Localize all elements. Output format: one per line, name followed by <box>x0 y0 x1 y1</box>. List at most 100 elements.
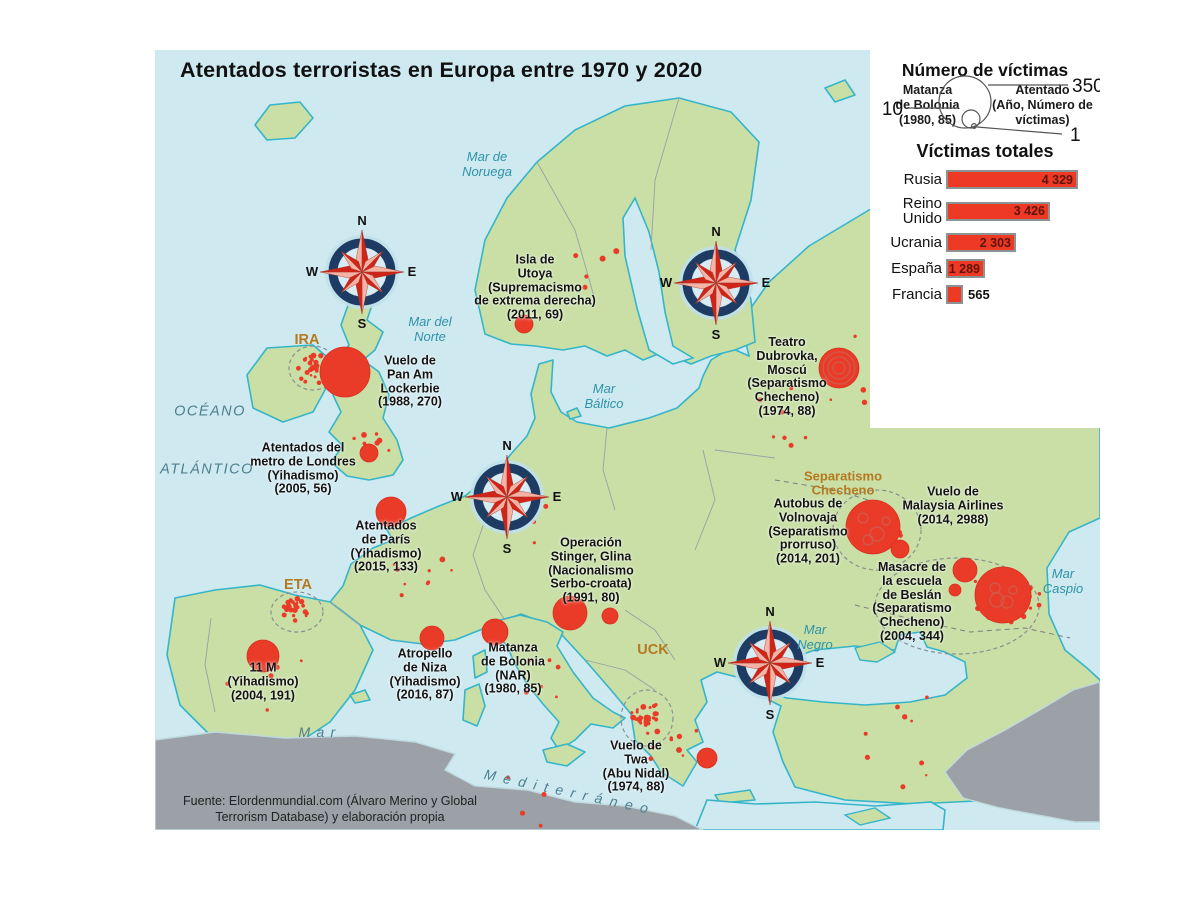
land-iceland <box>254 101 314 141</box>
attack-ring-autobus-volnovaja <box>881 516 891 526</box>
dot-turkey <box>925 774 928 777</box>
attack-bubbles-layer <box>246 314 1032 769</box>
attack-bubble-autobus-volnovaja <box>845 499 901 555</box>
compass-letter: N <box>357 213 366 228</box>
dot-italy <box>555 695 558 699</box>
attack-bubble-once-m <box>246 639 280 673</box>
attack-ring-autobus-volnovaja <box>862 534 874 546</box>
dot-dagestan <box>1036 602 1042 608</box>
attack-ring-autobus-volnovaja <box>857 512 869 524</box>
attack-rings-layer <box>822 351 1018 609</box>
size-legend-diagram: 350 10 1 <box>882 75 1100 146</box>
bar-row-francia: Francia 565 <box>870 285 1094 305</box>
dot-basque <box>281 604 287 609</box>
attack-ring-teatro-dubrovka <box>832 361 846 375</box>
dot-balkans-greece <box>669 737 674 742</box>
dot-iberia <box>225 681 230 686</box>
dot-kosovo <box>640 704 647 710</box>
dot-turkey <box>864 754 871 760</box>
bar <box>946 285 963 305</box>
attack-bubble-atropello-niza <box>419 625 445 651</box>
dot-northern-ireland <box>318 353 324 359</box>
legend-panel: Número de víctimas 350 10 1 Matanza de <box>870 50 1100 428</box>
dot-basque <box>301 603 305 608</box>
dot-france <box>450 568 453 572</box>
dot-basque <box>292 607 298 613</box>
dot-turkey <box>925 695 929 700</box>
dot-france <box>427 569 431 573</box>
dot-france <box>439 556 446 563</box>
compass-letter: W <box>451 489 464 504</box>
attack-bubble-vuelo-twa <box>676 747 682 753</box>
dot-turkey <box>900 784 906 790</box>
dot-northern-ireland <box>307 360 313 366</box>
size-circle-min <box>970 122 977 129</box>
dot-basque <box>281 612 287 618</box>
dot-turkey <box>895 704 900 710</box>
dot-italy <box>523 689 529 695</box>
dot-russia-west <box>782 435 787 440</box>
attack-bubble-vuelo-twa <box>696 747 718 769</box>
bar: 3 426 <box>946 201 1050 221</box>
totals-bar-chart: Rusia 4 329 Reino Unido 3 426 Ucrania 2 303 Es… <box>870 168 1100 305</box>
bar: 2 303 <box>946 233 1016 253</box>
totals-chart-title: Víctimas totales <box>916 141 1054 162</box>
dot-russia-west <box>786 410 789 413</box>
bar: 4 329 <box>946 170 1078 190</box>
attack-bubble-escuela-beslan <box>948 583 962 597</box>
source-line-1: Fuente: Elordenmundial.com (Álvaro Merin… <box>183 794 477 808</box>
attack-ring-escuela-beslan <box>1000 595 1014 609</box>
bar-label: Rusia <box>903 171 942 189</box>
bar-label: Francia <box>891 286 942 304</box>
dot-basque <box>292 618 298 623</box>
bar: 1 289 <box>946 259 985 279</box>
compass-letter: E <box>816 655 825 670</box>
dot-turkey <box>919 760 925 766</box>
dot-basque <box>291 600 295 605</box>
size-label-max: 350 <box>1072 76 1100 97</box>
compass-rose-3: N E S W <box>451 438 562 556</box>
size-circle-max <box>938 75 992 129</box>
dot-kosovo <box>654 728 661 735</box>
dot-scandinavia <box>584 274 589 279</box>
legend-title: Número de víctimas <box>901 60 1069 80</box>
size-circle-mid <box>961 109 981 129</box>
dot-italy <box>547 658 552 663</box>
dot-scandinavia <box>582 284 588 290</box>
dot-northern-ireland <box>315 369 319 373</box>
dot-uk <box>374 440 380 446</box>
dot-france <box>392 563 396 566</box>
attack-bubble-escuela-beslan <box>952 557 978 583</box>
compass-rose-2: N E S W <box>660 224 771 342</box>
dot-northern-ireland <box>310 352 317 359</box>
dot-caucasus <box>1028 606 1033 610</box>
compass-letter: E <box>553 489 562 504</box>
dot-france <box>425 581 430 586</box>
zone-eta <box>270 591 324 633</box>
dot-balkans-greece <box>681 754 685 757</box>
bar-row-reino-unido: Reino Unido 3 426 <box>870 196 1094 226</box>
bar-label: Ucrania <box>890 234 942 252</box>
dot-iberia <box>299 659 303 663</box>
dot-northern-ireland <box>303 379 308 384</box>
bar-value: 565 <box>968 287 990 303</box>
dot-russia-west <box>803 435 808 440</box>
compass-letter: W <box>660 275 673 290</box>
compass-letter: S <box>712 327 721 342</box>
sea-east-med <box>694 799 946 830</box>
gray-lands <box>155 681 1100 830</box>
dot-kosovo <box>643 720 648 726</box>
compass-rose-4: N E S W <box>714 604 825 722</box>
dot-north-africa <box>541 792 547 797</box>
compass-letter: E <box>408 264 417 279</box>
attack-bubble-matanza-bolonia <box>481 618 509 646</box>
dot-turkey <box>902 714 908 720</box>
dot-kosovo <box>638 715 642 719</box>
bar-row-rusia: Rusia 4 329 <box>870 170 1094 190</box>
compass-letter: N <box>765 604 774 619</box>
dot-caucasus <box>973 579 978 584</box>
compass-letter: W <box>714 655 727 670</box>
map-title: Atentados terroristas en Europa entre 19… <box>180 58 703 82</box>
size-label-min: 1 <box>1070 125 1081 146</box>
dot-moscow-area <box>861 399 868 405</box>
